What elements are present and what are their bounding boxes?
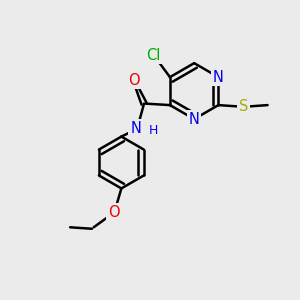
Text: H: H: [149, 124, 158, 136]
Text: N: N: [130, 121, 141, 136]
Text: Cl: Cl: [147, 47, 161, 62]
Text: O: O: [128, 73, 140, 88]
Text: S: S: [239, 99, 248, 114]
Text: O: O: [108, 205, 120, 220]
Text: N: N: [213, 70, 224, 85]
Text: N: N: [189, 112, 200, 127]
